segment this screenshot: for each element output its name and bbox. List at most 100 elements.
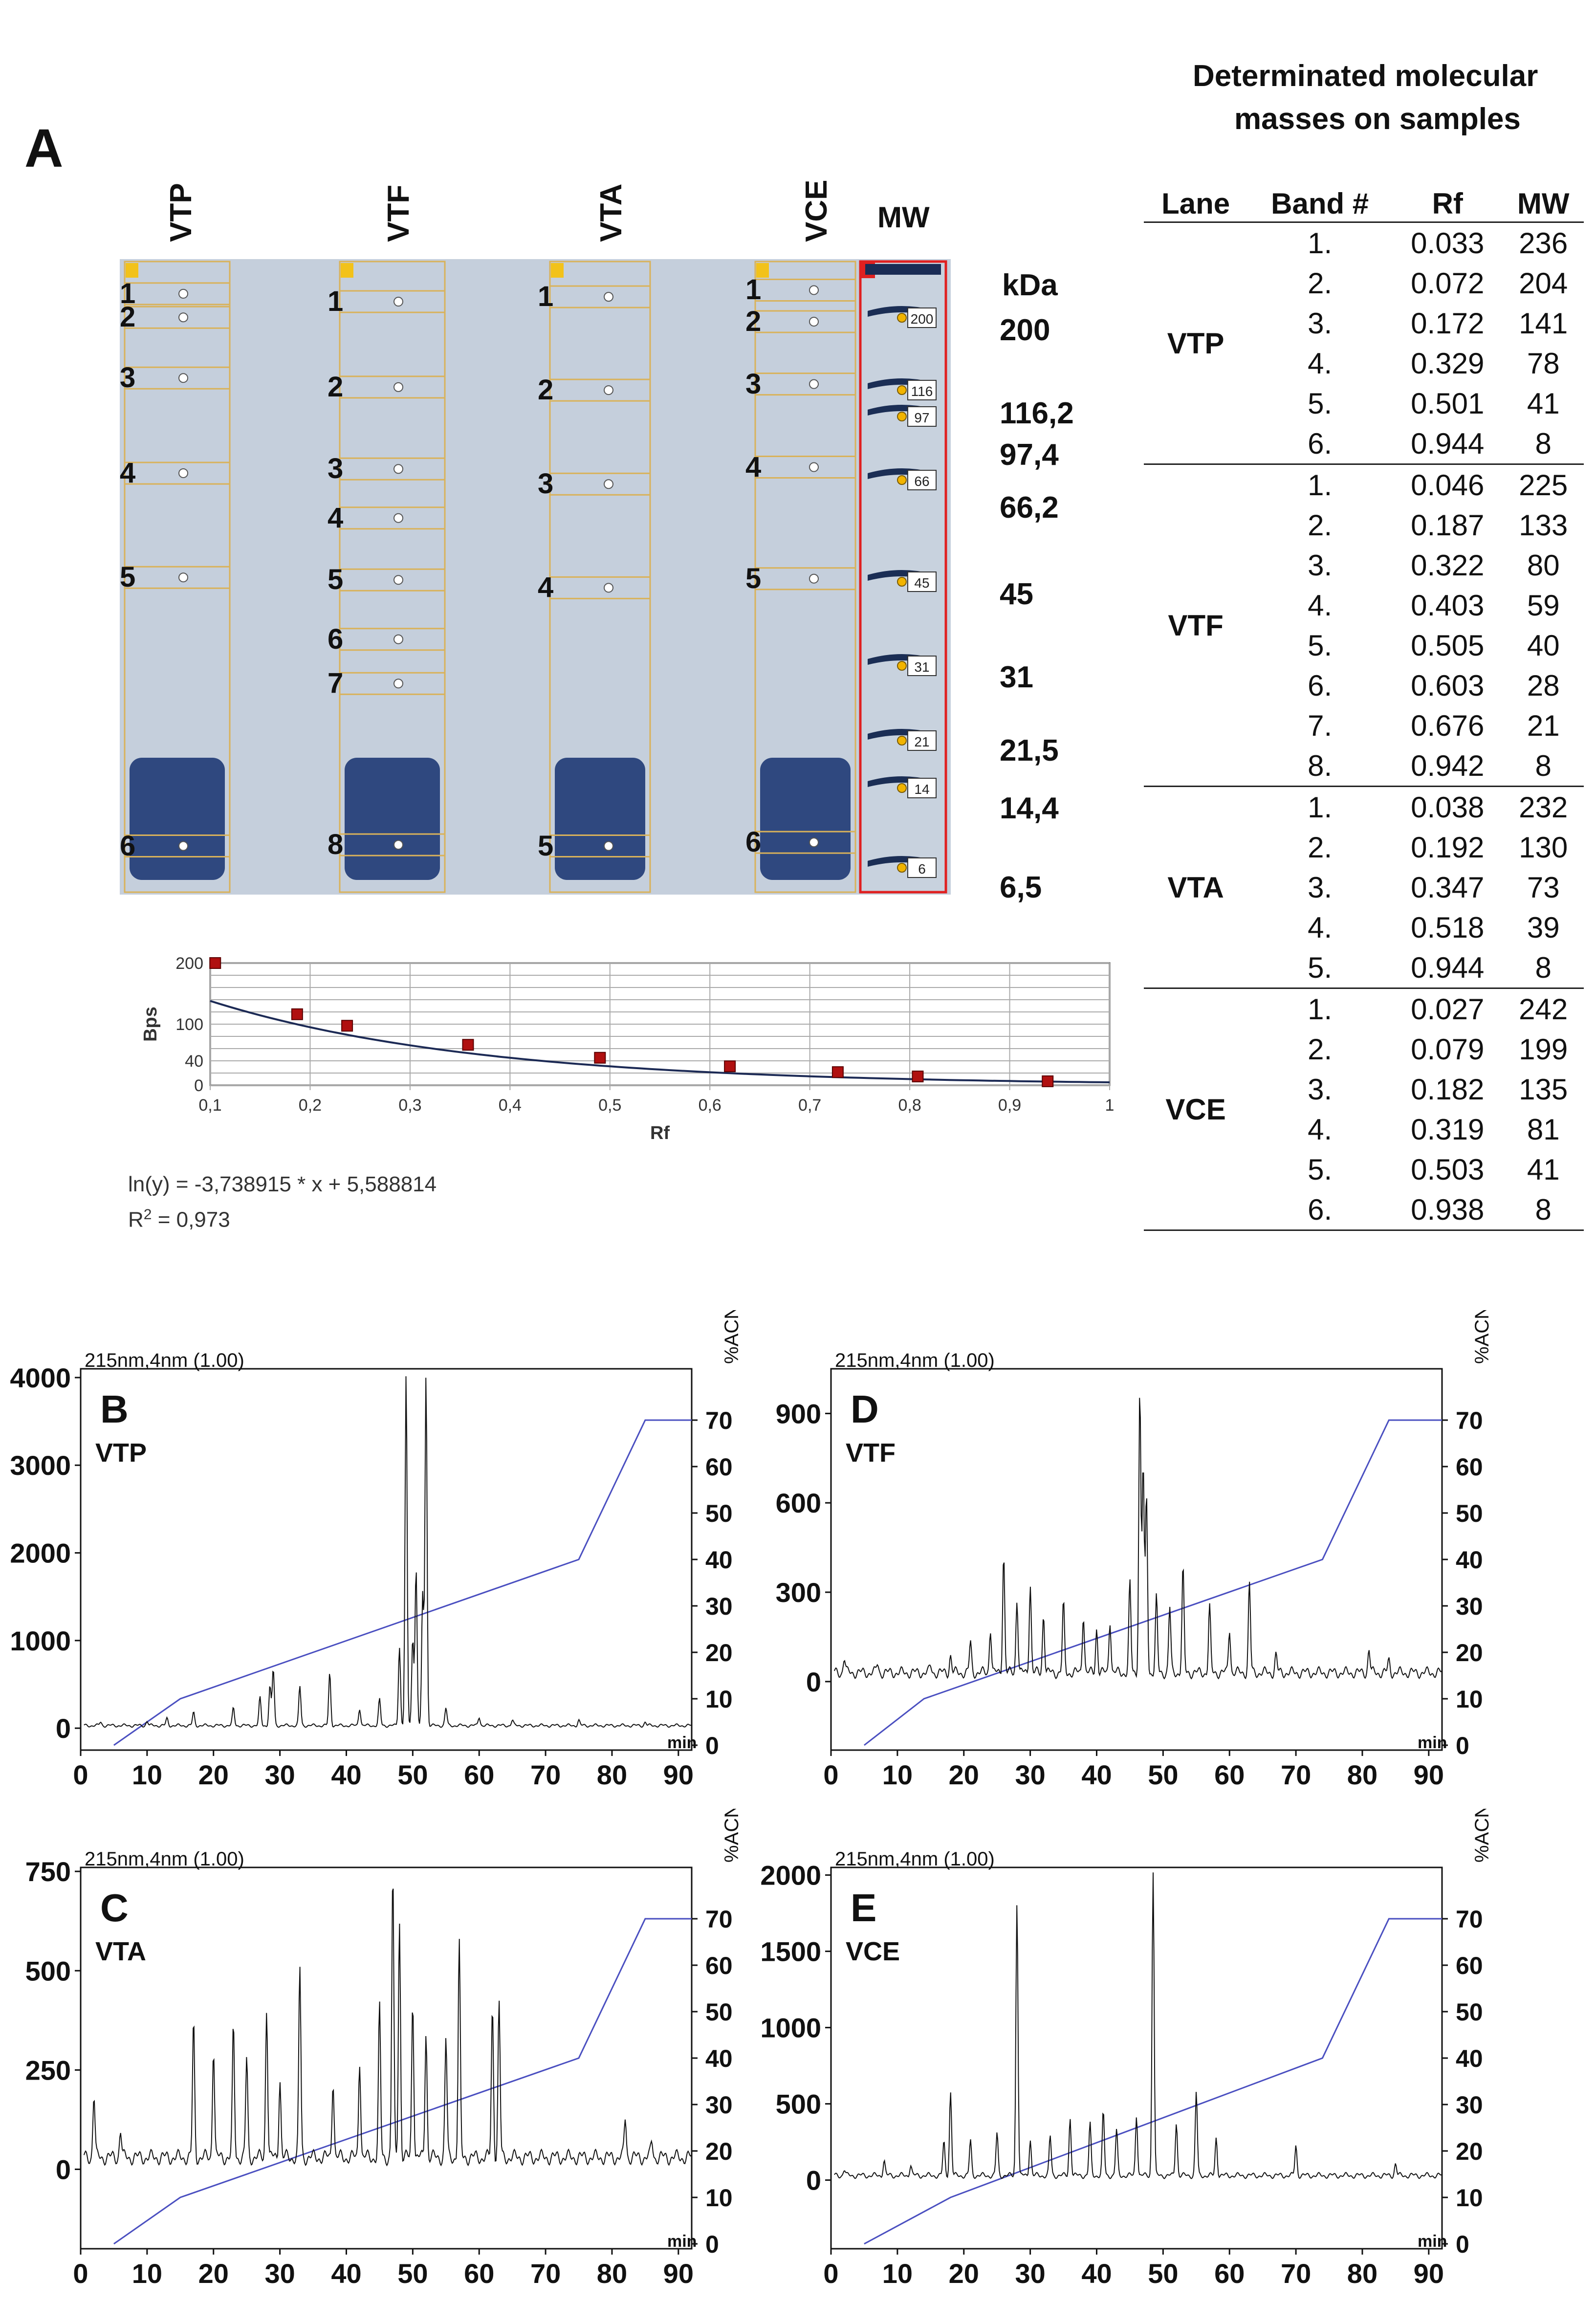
table-cell-rf: 0.079	[1411, 1032, 1485, 1066]
table-cell-mw: 28	[1527, 669, 1560, 702]
curve-y-tick: 100	[175, 1015, 203, 1034]
chromatogram-c: 0 250 500 750 0 10 20 30 40 50 60 70 0 10 20 30 40 50 60 70…	[25, 1809, 743, 2289]
table-cell-rf: 0.942	[1411, 749, 1485, 782]
curve-point	[831, 1066, 844, 1078]
band-number-vtf-7: 7	[328, 667, 344, 700]
chrom-trace	[833, 1398, 1442, 1680]
chrom-min-label: min	[667, 2232, 697, 2251]
table-row: VCE 1. 0.027 242	[1144, 987, 1584, 1230]
table-cell-band: 4.	[1308, 347, 1333, 380]
chrom-y2-tick: 40	[705, 2045, 733, 2072]
chrom-y2-tick: 40	[705, 1546, 733, 1574]
table-cell-rf: 0.322	[1411, 548, 1485, 582]
ladder-tag-31: 31	[914, 659, 929, 675]
table-cell-band: 6.	[1308, 669, 1333, 702]
table-cell-mw: 199	[1519, 1032, 1568, 1066]
chrom-x-tick: 0	[73, 1759, 88, 1790]
band-number-vce-3: 3	[745, 368, 762, 400]
chrom-x-tick: 50	[397, 2258, 428, 2289]
chrom-y2-tick: 30	[1456, 1593, 1483, 1620]
chrom-x-tick: 80	[1347, 2258, 1377, 2289]
chrom-x-tick: 90	[1414, 1759, 1444, 1790]
chrom-y-tick: 300	[776, 1577, 821, 1608]
band-number-vtp-4: 4	[120, 457, 136, 489]
chrom-y2-tick: 10	[705, 2184, 733, 2212]
chrom-y-tick: 1500	[760, 1936, 821, 1967]
molecular-mass-table: Lane Band # Rf MW VTP 1. 0.033 236 2. 0.072 20…	[1144, 186, 1584, 1231]
chrom-y2-tick: 60	[705, 1952, 733, 1979]
band-number-vce-1: 1	[745, 274, 762, 306]
table-row: 2. 0.079 199	[1144, 1029, 1584, 1069]
chrom-y2-tick: 10	[1456, 2184, 1483, 2212]
chrom-gradient-line	[864, 1918, 1442, 2245]
curve-y-label: Bps	[140, 1007, 161, 1042]
table-row: 5. 0.505 40	[1144, 625, 1584, 665]
chromatogram-d: 0 300 600 900 0 10 20 30 40 50 60 70 0 10 20 30 40 50 60 70…	[776, 1310, 1493, 1790]
table-row: 4. 0.329 78	[1144, 343, 1584, 383]
band-dot-vce-2	[809, 316, 819, 327]
table-row: 2. 0.192 130	[1144, 827, 1584, 867]
chrom-sample-label: VTP	[95, 1438, 147, 1468]
lane-smear-vtf	[345, 758, 440, 880]
table-cell-rf: 0.603	[1411, 669, 1485, 702]
lane-smear-vce	[760, 758, 851, 880]
table-cell-rf: 0.172	[1411, 307, 1485, 340]
chrom-panel-letter: D	[851, 1387, 879, 1431]
table-cell-mw: 73	[1527, 871, 1560, 904]
chrom-x-tick: 80	[597, 2258, 627, 2289]
table-header-rf: Rf	[1392, 186, 1503, 223]
table-cell-band: 6.	[1308, 1193, 1333, 1226]
chrom-acn-label: %ACN	[1471, 1809, 1493, 1863]
table-cell-band: 3.	[1308, 1073, 1333, 1106]
lane-marker-vtf	[341, 263, 353, 278]
kda-marker-5: 45	[1000, 577, 1033, 611]
ladder-tag-116: 116	[911, 384, 933, 399]
kda-marker-3: 97,4	[1000, 438, 1059, 472]
ladder-dot-31	[897, 661, 907, 671]
chrom-y2-tick: 30	[1456, 2091, 1483, 2119]
lane-frame-vce	[754, 261, 856, 893]
chrom-x-tick: 90	[663, 2258, 694, 2289]
curve-point	[291, 1008, 303, 1020]
curve-x-tick: 0,7	[798, 1096, 821, 1115]
chrom-x-tick: 50	[397, 1759, 428, 1790]
table-row: 4. 0.518 39	[1144, 907, 1584, 947]
table-cell-rf: 0.033	[1411, 226, 1485, 260]
ladder-tag-97: 97	[914, 410, 929, 425]
chrom-x-tick: 80	[597, 1759, 627, 1790]
kda-marker-7: 21,5	[1000, 734, 1059, 768]
chrom-y-tick: 500	[776, 2089, 821, 2120]
band-dot-vtf-1	[394, 297, 403, 307]
table-cell-mw: 41	[1527, 387, 1560, 420]
band-dot-vta-1	[604, 292, 613, 302]
curve-y-tick: 0	[194, 1076, 203, 1095]
curve-y-tick: 200	[175, 954, 203, 973]
standard-curve-chart: 0,1 0,2 0,3 0,4 0,5 0,6 0,7 0,8 0,9 1 0 40 100 200 Rf B…	[140, 954, 1114, 1143]
ladder-dot-21	[897, 736, 907, 746]
table-cell-band: 7.	[1308, 709, 1333, 742]
kda-marker-2: 116,2	[1000, 396, 1074, 430]
ladder-dot-45	[897, 577, 907, 587]
lane-title-vce: VCE	[800, 179, 833, 242]
band-dot-vtf-4	[394, 513, 403, 523]
curve-x-tick: 0,3	[398, 1096, 421, 1115]
chrom-sample-label: VTA	[95, 1937, 146, 1966]
table-cell-rf: 0.072	[1411, 266, 1485, 300]
chrom-detector-label: 215nm,4nm (1.00)	[835, 1848, 995, 1870]
table-cell-mw: 78	[1527, 347, 1560, 380]
chrom-y-tick: 0	[56, 2154, 71, 2185]
lane-frame-vtf	[339, 261, 446, 893]
table-cell-band: 3.	[1308, 871, 1333, 904]
band-dot-vtp-2	[178, 312, 188, 323]
table-cell-rf: 0.503	[1411, 1153, 1485, 1186]
chrom-y2-tick: 50	[1456, 1998, 1483, 2026]
band-dot-vtf-7	[394, 679, 403, 689]
chrom-y-tick: 1000	[10, 1625, 71, 1656]
chrom-gradient-line	[113, 1918, 692, 2245]
ladder-tag-box-6	[907, 857, 937, 878]
band-number-vtf-1: 1	[328, 285, 344, 318]
ladder-dot-6	[897, 863, 907, 873]
band-dot-vta-3	[604, 479, 613, 489]
chromatogram-b: 0 1000 2000 3000 4000 0 10 20 30 40 50 60 70 0 10 20 30 4…	[10, 1310, 743, 1790]
